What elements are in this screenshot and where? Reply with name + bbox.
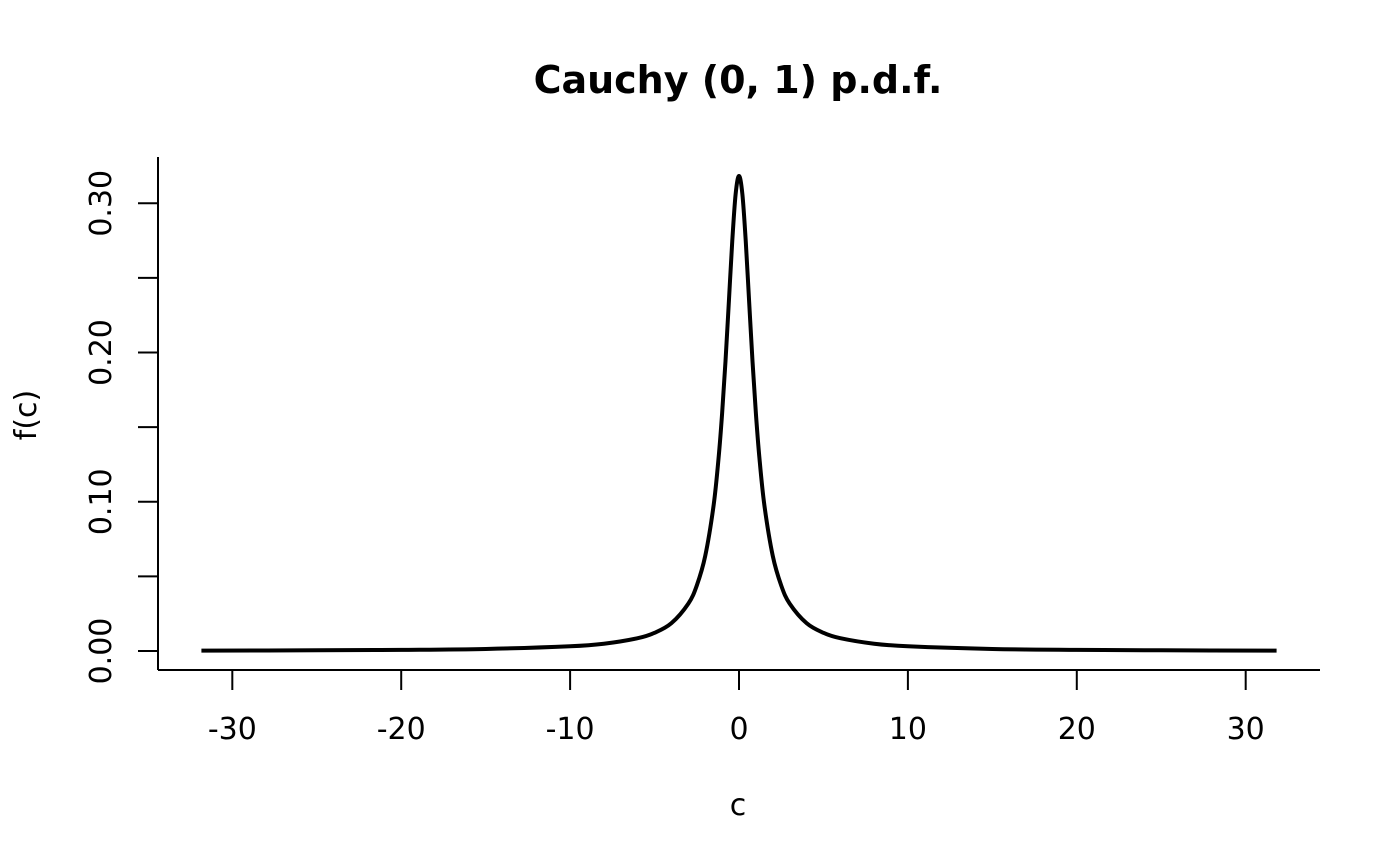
chart-title: Cauchy (0, 1) p.d.f.: [534, 58, 943, 102]
x-tick-label: 0: [729, 712, 748, 747]
x-tick-label: -30: [208, 712, 257, 747]
y-tick-label: 0.00: [84, 618, 119, 685]
y-ticks: 0.00 0.10 0.20 0.30: [84, 170, 158, 685]
x-tick-label: 30: [1227, 712, 1265, 747]
x-axis-label: c: [730, 788, 747, 823]
y-axis-label: f(c): [9, 390, 44, 440]
x-tick-label: -10: [546, 712, 595, 747]
y-tick-label: 0.30: [84, 170, 119, 237]
series-line: [201, 173, 1277, 653]
axes: [157, 157, 1320, 671]
x-tick-label: -20: [377, 712, 426, 747]
y-tick-label: 0.10: [84, 468, 119, 535]
x-ticks: -30 -20 -10 0 10 20 30: [208, 670, 1265, 747]
series-group: [201, 173, 1277, 653]
x-tick-label: 10: [889, 712, 927, 747]
y-tick-label: 0.20: [84, 319, 119, 386]
x-tick-label: 20: [1058, 712, 1096, 747]
